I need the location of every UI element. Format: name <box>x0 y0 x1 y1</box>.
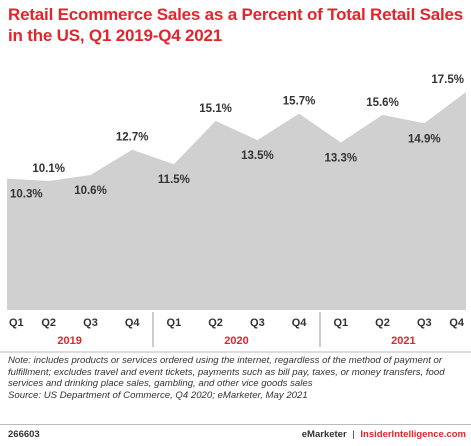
footer-divider <box>0 424 471 425</box>
data-label: 15.1% <box>199 103 232 115</box>
source-text: Source: US Department of Commerce, Q4 20… <box>8 389 308 401</box>
year-label: 2020 <box>224 335 248 347</box>
data-label: 17.5% <box>431 74 464 86</box>
data-label: 10.3% <box>10 189 43 201</box>
data-label: 15.7% <box>283 96 316 108</box>
x-tick-label: Q4 <box>449 317 465 329</box>
data-label: 10.6% <box>74 185 107 197</box>
chart-note: Note: includes products or services orde… <box>8 355 466 401</box>
x-tick-label: Q2 <box>208 317 223 329</box>
data-label: 11.5% <box>158 174 190 186</box>
brand-credit: eMarketer | InsiderIntelligence.com <box>302 429 466 440</box>
data-label: 10.1% <box>32 163 65 175</box>
area-series <box>7 92 466 310</box>
note-text: Note: includes products or services orde… <box>8 355 445 389</box>
brand-separator: | <box>352 429 355 440</box>
x-tick-label: Q2 <box>41 317 56 329</box>
x-tick-label: Q4 <box>125 317 141 329</box>
brand-insider-intelligence: InsiderIntelligence.com <box>360 429 466 440</box>
x-tick-label: Q3 <box>250 317 265 329</box>
area-chart: 10.3% 10.1% 10.6% 12.7% 11.5% 15.1% 13.5% 15.7%… <box>0 74 471 353</box>
x-tick-label: Q2 <box>375 317 390 329</box>
x-tick-label: Q4 <box>292 317 308 329</box>
brand-emarketer: eMarketer <box>301 429 347 440</box>
data-label: 14.9% <box>408 133 441 145</box>
data-label: 15.6% <box>366 97 399 109</box>
data-label: 13.3% <box>324 153 357 165</box>
chart-id: 266603 <box>8 429 40 440</box>
year-label: 2021 <box>391 335 415 347</box>
x-tick-label: Q1 <box>167 317 182 329</box>
chart-title: Retail Ecommerce Sales as a Percent of T… <box>8 5 464 45</box>
x-tick-label: Q1 <box>333 317 348 329</box>
year-label: 2019 <box>57 335 81 347</box>
x-tick-label: Q3 <box>83 317 98 329</box>
data-label: 13.5% <box>241 150 274 162</box>
x-tick-label: Q1 <box>9 317 24 329</box>
x-tick-label: Q3 <box>417 317 432 329</box>
data-label: 12.7% <box>116 132 149 144</box>
